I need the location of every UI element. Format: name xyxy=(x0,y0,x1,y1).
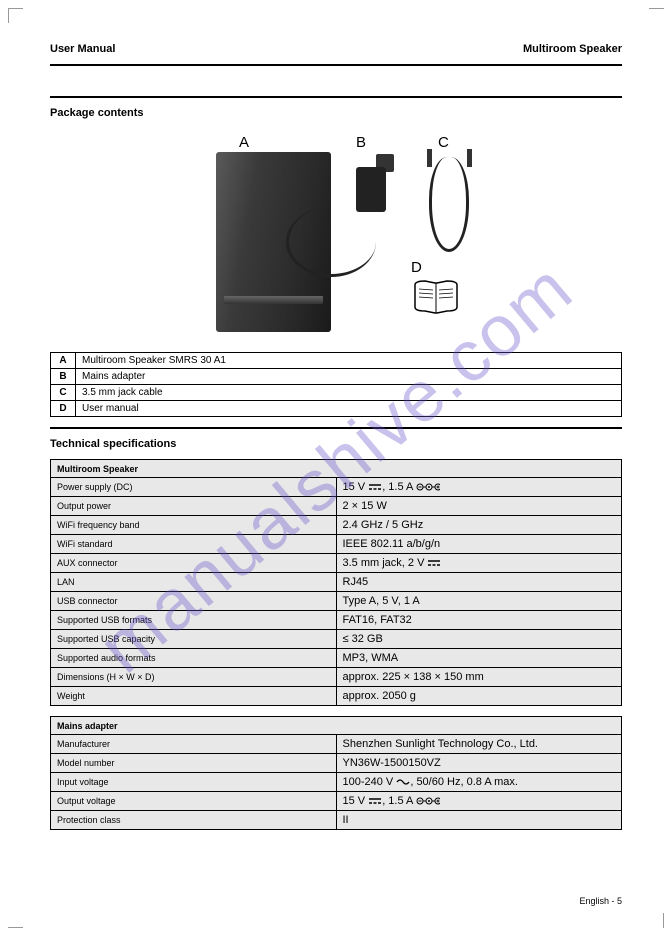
table-row: BMains adapter xyxy=(51,369,622,385)
spec-value: 2 × 15 W xyxy=(336,497,622,516)
divider xyxy=(50,64,622,66)
spec-value: 2.4 GHz / 5 GHz xyxy=(336,516,622,535)
page-footer: English - 5 xyxy=(579,896,622,906)
spec-label: Model number xyxy=(51,754,337,773)
label-c: C xyxy=(438,134,449,151)
table-row: LANRJ45 xyxy=(51,573,622,592)
spec-value: Shenzhen Sunlight Technology Co., Ltd. xyxy=(336,735,622,754)
crop-mark xyxy=(8,913,23,928)
spec-value: MP3, WMA xyxy=(336,649,622,668)
spec-value: ≤ 32 GB xyxy=(336,630,622,649)
spec-table-main: Multiroom Speaker Power supply (DC)15 V … xyxy=(50,459,622,706)
table-row: WiFi frequency band2.4 GHz / 5 GHz xyxy=(51,516,622,535)
spec-label: Output voltage xyxy=(51,792,337,811)
item-key: C xyxy=(51,385,76,401)
spec-label: Supported USB formats xyxy=(51,611,337,630)
table-row: DUser manual xyxy=(51,401,622,417)
item-key: B xyxy=(51,369,76,385)
table-row: Supported USB formatsFAT16, FAT32 xyxy=(51,611,622,630)
item-text: User manual xyxy=(76,401,622,417)
table-row: Dimensions (H × W × D)approx. 225 × 138 … xyxy=(51,668,622,687)
spec-header: Mains adapter xyxy=(51,717,622,735)
table-row: Protection classII xyxy=(51,811,622,830)
table-row: AMultiroom Speaker SMRS 30 A1 xyxy=(51,353,622,369)
section-title: Technical specifications xyxy=(50,438,176,450)
divider xyxy=(50,96,622,98)
table-row: Output power2 × 15 W xyxy=(51,497,622,516)
item-text: Multiroom Speaker SMRS 30 A1 xyxy=(76,353,622,369)
spec-value: FAT16, FAT32 xyxy=(336,611,622,630)
header-left: User Manual xyxy=(50,43,115,55)
spec-value: approx. 225 × 138 × 150 mm xyxy=(336,668,622,687)
spec-label: Dimensions (H × W × D) xyxy=(51,668,337,687)
spec-value: RJ45 xyxy=(336,573,622,592)
adapter-illustration xyxy=(346,152,406,252)
manual-icon xyxy=(411,277,461,317)
table-row: Input voltage100-240 V , 50/60 Hz, 0.8 A… xyxy=(51,773,622,792)
spec-label: Protection class xyxy=(51,811,337,830)
label-b: B xyxy=(356,134,366,151)
section-title: Package contents xyxy=(50,107,144,119)
divider xyxy=(50,427,622,429)
spec-label: Supported audio formats xyxy=(51,649,337,668)
table-row: Supported USB capacity≤ 32 GB xyxy=(51,630,622,649)
table-row: USB connectorType A, 5 V, 1 A xyxy=(51,592,622,611)
item-key: A xyxy=(51,353,76,369)
crop-mark xyxy=(8,8,23,23)
spec-label: Power supply (DC) xyxy=(51,478,337,497)
items-table: AMultiroom Speaker SMRS 30 A1BMains adap… xyxy=(50,352,622,417)
table-row: Weightapprox. 2050 g xyxy=(51,687,622,706)
cable-illustration xyxy=(424,157,474,252)
table-row: WiFi standardIEEE 802.11 a/b/g/n xyxy=(51,535,622,554)
product-diagram: A B C D xyxy=(50,132,622,347)
crop-mark xyxy=(649,8,664,23)
spec-label: LAN xyxy=(51,573,337,592)
spec-value: 15 V , 1.5 A xyxy=(336,792,622,811)
spec-label: Output power xyxy=(51,497,337,516)
spec-label: WiFi standard xyxy=(51,535,337,554)
spec-label: Supported USB capacity xyxy=(51,630,337,649)
spec-header: Multiroom Speaker xyxy=(51,460,622,478)
table-row: AUX connector3.5 mm jack, 2 V xyxy=(51,554,622,573)
table-row: Supported audio formatsMP3, WMA xyxy=(51,649,622,668)
spec-value: YN36W-1500150VZ xyxy=(336,754,622,773)
crop-mark xyxy=(649,913,664,928)
spec-value: 3.5 mm jack, 2 V xyxy=(336,554,622,573)
spec-value: II xyxy=(336,811,622,830)
item-key: D xyxy=(51,401,76,417)
label-a: A xyxy=(239,134,249,151)
spec-value: 15 V , 1.5 A xyxy=(336,478,622,497)
table-row: ManufacturerShenzhen Sunlight Technology… xyxy=(51,735,622,754)
spec-table-adapter: Mains adapter ManufacturerShenzhen Sunli… xyxy=(50,716,622,830)
spec-label: USB connector xyxy=(51,592,337,611)
spec-value: Type A, 5 V, 1 A xyxy=(336,592,622,611)
spec-value: approx. 2050 g xyxy=(336,687,622,706)
spec-label: AUX connector xyxy=(51,554,337,573)
table-row: Power supply (DC)15 V , 1.5 A xyxy=(51,478,622,497)
item-text: Mains adapter xyxy=(76,369,622,385)
header-right: Multiroom Speaker xyxy=(523,43,622,55)
spec-value: IEEE 802.11 a/b/g/n xyxy=(336,535,622,554)
item-text: 3.5 mm jack cable xyxy=(76,385,622,401)
spec-label: Manufacturer xyxy=(51,735,337,754)
spec-label: WiFi frequency band xyxy=(51,516,337,535)
table-row: Model numberYN36W-1500150VZ xyxy=(51,754,622,773)
table-row: Output voltage15 V , 1.5 A xyxy=(51,792,622,811)
spec-value: 100-240 V , 50/60 Hz, 0.8 A max. xyxy=(336,773,622,792)
spec-label: Input voltage xyxy=(51,773,337,792)
table-row: C3.5 mm jack cable xyxy=(51,385,622,401)
spec-label: Weight xyxy=(51,687,337,706)
label-d: D xyxy=(411,259,422,276)
